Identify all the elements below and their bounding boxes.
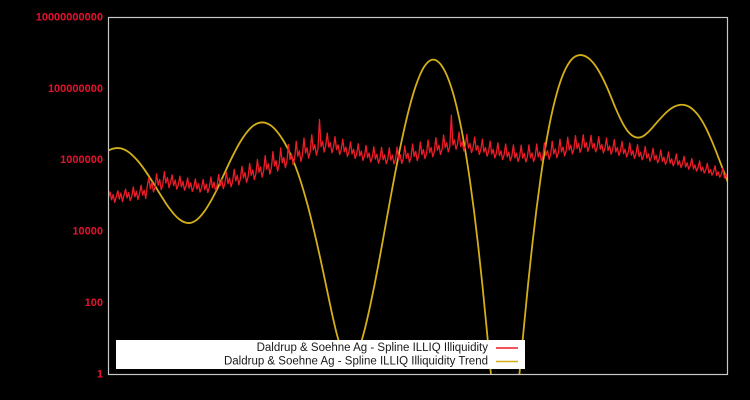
y-axis-tick-label: 100 [85,297,103,309]
plot-frame [107,16,729,376]
series-trend-line [108,54,728,375]
series-layer [108,54,728,375]
y-axis-tick-label: 10000000000 [36,11,103,23]
y-axis-tick-label: 1000000 [60,154,103,166]
chart-legend: Daldrup & Soehne Ag - Spline ILLIQ Illiq… [116,340,525,369]
y-axis-tick-label: 100000000 [48,83,103,95]
legend-item-label[interactable]: Daldrup & Soehne Ag - Spline ILLIQ Illiq… [257,342,489,354]
legend-item-label[interactable]: Daldrup & Soehne Ag - Spline ILLIQ Illiq… [224,356,488,368]
y-axis-tick-labels: 10000000000 100000000 1000000 10000 100 1 [36,11,103,380]
legend-box [116,340,525,369]
y-axis-tick-label: 10000 [72,226,103,238]
y-axis-tick-label: 1 [97,368,103,380]
series-illiquidity-line [108,114,728,204]
